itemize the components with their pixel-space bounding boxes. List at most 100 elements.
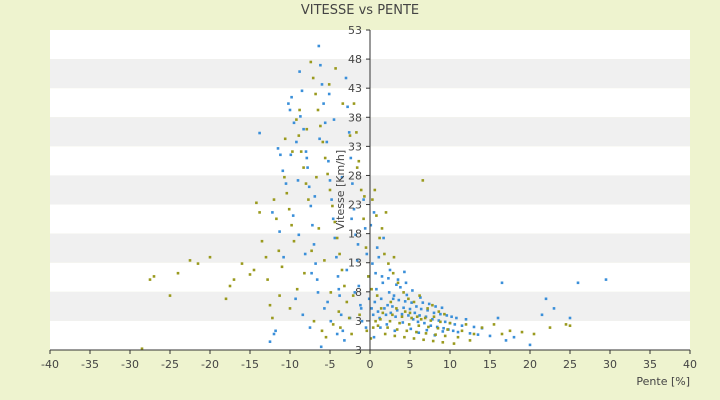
data-point-series-1: [272, 332, 276, 336]
data-point-series-2: [317, 227, 321, 230]
data-point-series-2: [355, 166, 359, 169]
data-point-series-1: [310, 271, 313, 275]
data-point-series-2: [188, 259, 192, 262]
y-tick-label: 23: [348, 199, 362, 212]
data-point-series-1: [455, 316, 458, 320]
data-point-series-1: [330, 198, 333, 201]
data-point-series-2: [196, 262, 200, 265]
data-point-series-2: [410, 316, 413, 320]
data-point-series-1: [306, 166, 309, 169]
y-tick-label: 33: [348, 140, 362, 153]
data-point-series-1: [331, 217, 335, 221]
data-point-series-2: [355, 131, 358, 134]
data-point-series-1: [279, 153, 282, 157]
data-point-series-2: [176, 271, 180, 275]
data-point-series-1: [374, 271, 377, 275]
data-point-series-2: [402, 291, 405, 294]
x-tick-label: 25: [563, 358, 577, 371]
data-point-series-1: [304, 150, 308, 153]
data-point-series-1: [327, 159, 330, 163]
data-point-series-1: [425, 328, 429, 332]
data-point-series-1: [437, 319, 441, 322]
x-axis-title: Pente [%]: [636, 375, 690, 388]
x-tick-label: -35: [81, 358, 99, 371]
data-point-series-1: [369, 223, 373, 227]
data-point-series-1: [468, 332, 472, 335]
data-point-series-2: [464, 323, 468, 326]
data-point-series-1: [332, 118, 336, 121]
data-point-series-2: [277, 249, 281, 253]
data-point-series-1: [451, 329, 455, 333]
data-point-series-2: [418, 294, 421, 297]
data-point-series-2: [446, 328, 449, 331]
data-point-series-2: [248, 273, 252, 276]
data-point-series-2: [329, 291, 333, 294]
data-point-series-1: [440, 306, 444, 310]
data-point-series-1: [316, 291, 320, 294]
data-point-series-2: [341, 102, 345, 105]
data-point-series-2: [290, 223, 293, 227]
data-point-series-1: [403, 300, 407, 303]
data-point-series-2: [304, 182, 308, 185]
data-point-series-2: [232, 278, 236, 281]
data-point-series-2: [431, 339, 435, 343]
data-point-series-1: [604, 278, 608, 281]
data-point-series-2: [439, 320, 442, 324]
data-point-series-2: [378, 236, 381, 240]
data-point-series-2: [208, 255, 212, 259]
data-point-series-1: [290, 95, 293, 99]
data-point-series-2: [422, 338, 425, 342]
data-point-series-1: [303, 252, 307, 256]
data-point-series-1: [377, 255, 381, 259]
data-point-series-2: [365, 329, 369, 333]
data-point-series-2: [395, 328, 399, 331]
data-point-series-1: [391, 297, 395, 301]
data-point-series-2: [252, 268, 256, 272]
data-point-series-1: [311, 223, 314, 227]
x-tick-label: -15: [241, 358, 259, 371]
data-point-series-2: [407, 297, 410, 301]
data-point-series-2: [375, 294, 379, 297]
data-point-series-2: [370, 287, 373, 291]
data-point-series-1: [376, 310, 380, 313]
data-point-series-1: [313, 195, 317, 198]
data-point-series-1: [344, 76, 348, 80]
data-point-series-2: [391, 313, 394, 317]
data-point-series-2: [283, 137, 287, 141]
data-point-series-2: [288, 307, 292, 310]
data-point-series-1: [476, 333, 480, 336]
data-point-series-2: [320, 329, 324, 333]
data-point-series-1: [380, 275, 384, 278]
data-point-series-2: [335, 236, 339, 240]
data-point-series-2: [352, 102, 356, 105]
data-point-series-2: [323, 156, 327, 160]
data-point-series-1: [413, 311, 417, 315]
data-point-series-2: [319, 124, 322, 128]
data-point-series-1: [372, 335, 376, 339]
data-point-series-1: [282, 255, 285, 259]
data-point-series-1: [352, 207, 356, 211]
data-point-series-2: [264, 255, 268, 259]
data-point-series-2: [339, 326, 342, 329]
data-point-series-2: [380, 227, 384, 230]
chart-title: VITESSE vs PENTE: [301, 3, 419, 18]
data-point-series-2: [431, 303, 434, 307]
data-point-series-2: [383, 252, 386, 256]
data-point-series-2: [417, 324, 421, 327]
data-point-series-2: [271, 316, 274, 320]
data-point-series-1: [281, 169, 285, 173]
data-point-series-2: [291, 150, 294, 153]
data-point-series-1: [411, 289, 414, 292]
data-point-series-2: [272, 198, 276, 201]
data-point-series-2: [351, 294, 355, 297]
y-tick-label: 3: [355, 315, 362, 328]
data-point-series-2: [387, 262, 390, 265]
data-point-series-2: [363, 195, 366, 198]
data-point-series-1: [429, 324, 433, 327]
data-point-series-1: [360, 319, 364, 323]
data-point-series-2: [379, 307, 383, 310]
data-point-series-1: [337, 287, 341, 291]
data-point-series-1: [309, 204, 313, 208]
data-point-series-1: [373, 300, 377, 304]
data-point-series-1: [288, 108, 292, 112]
